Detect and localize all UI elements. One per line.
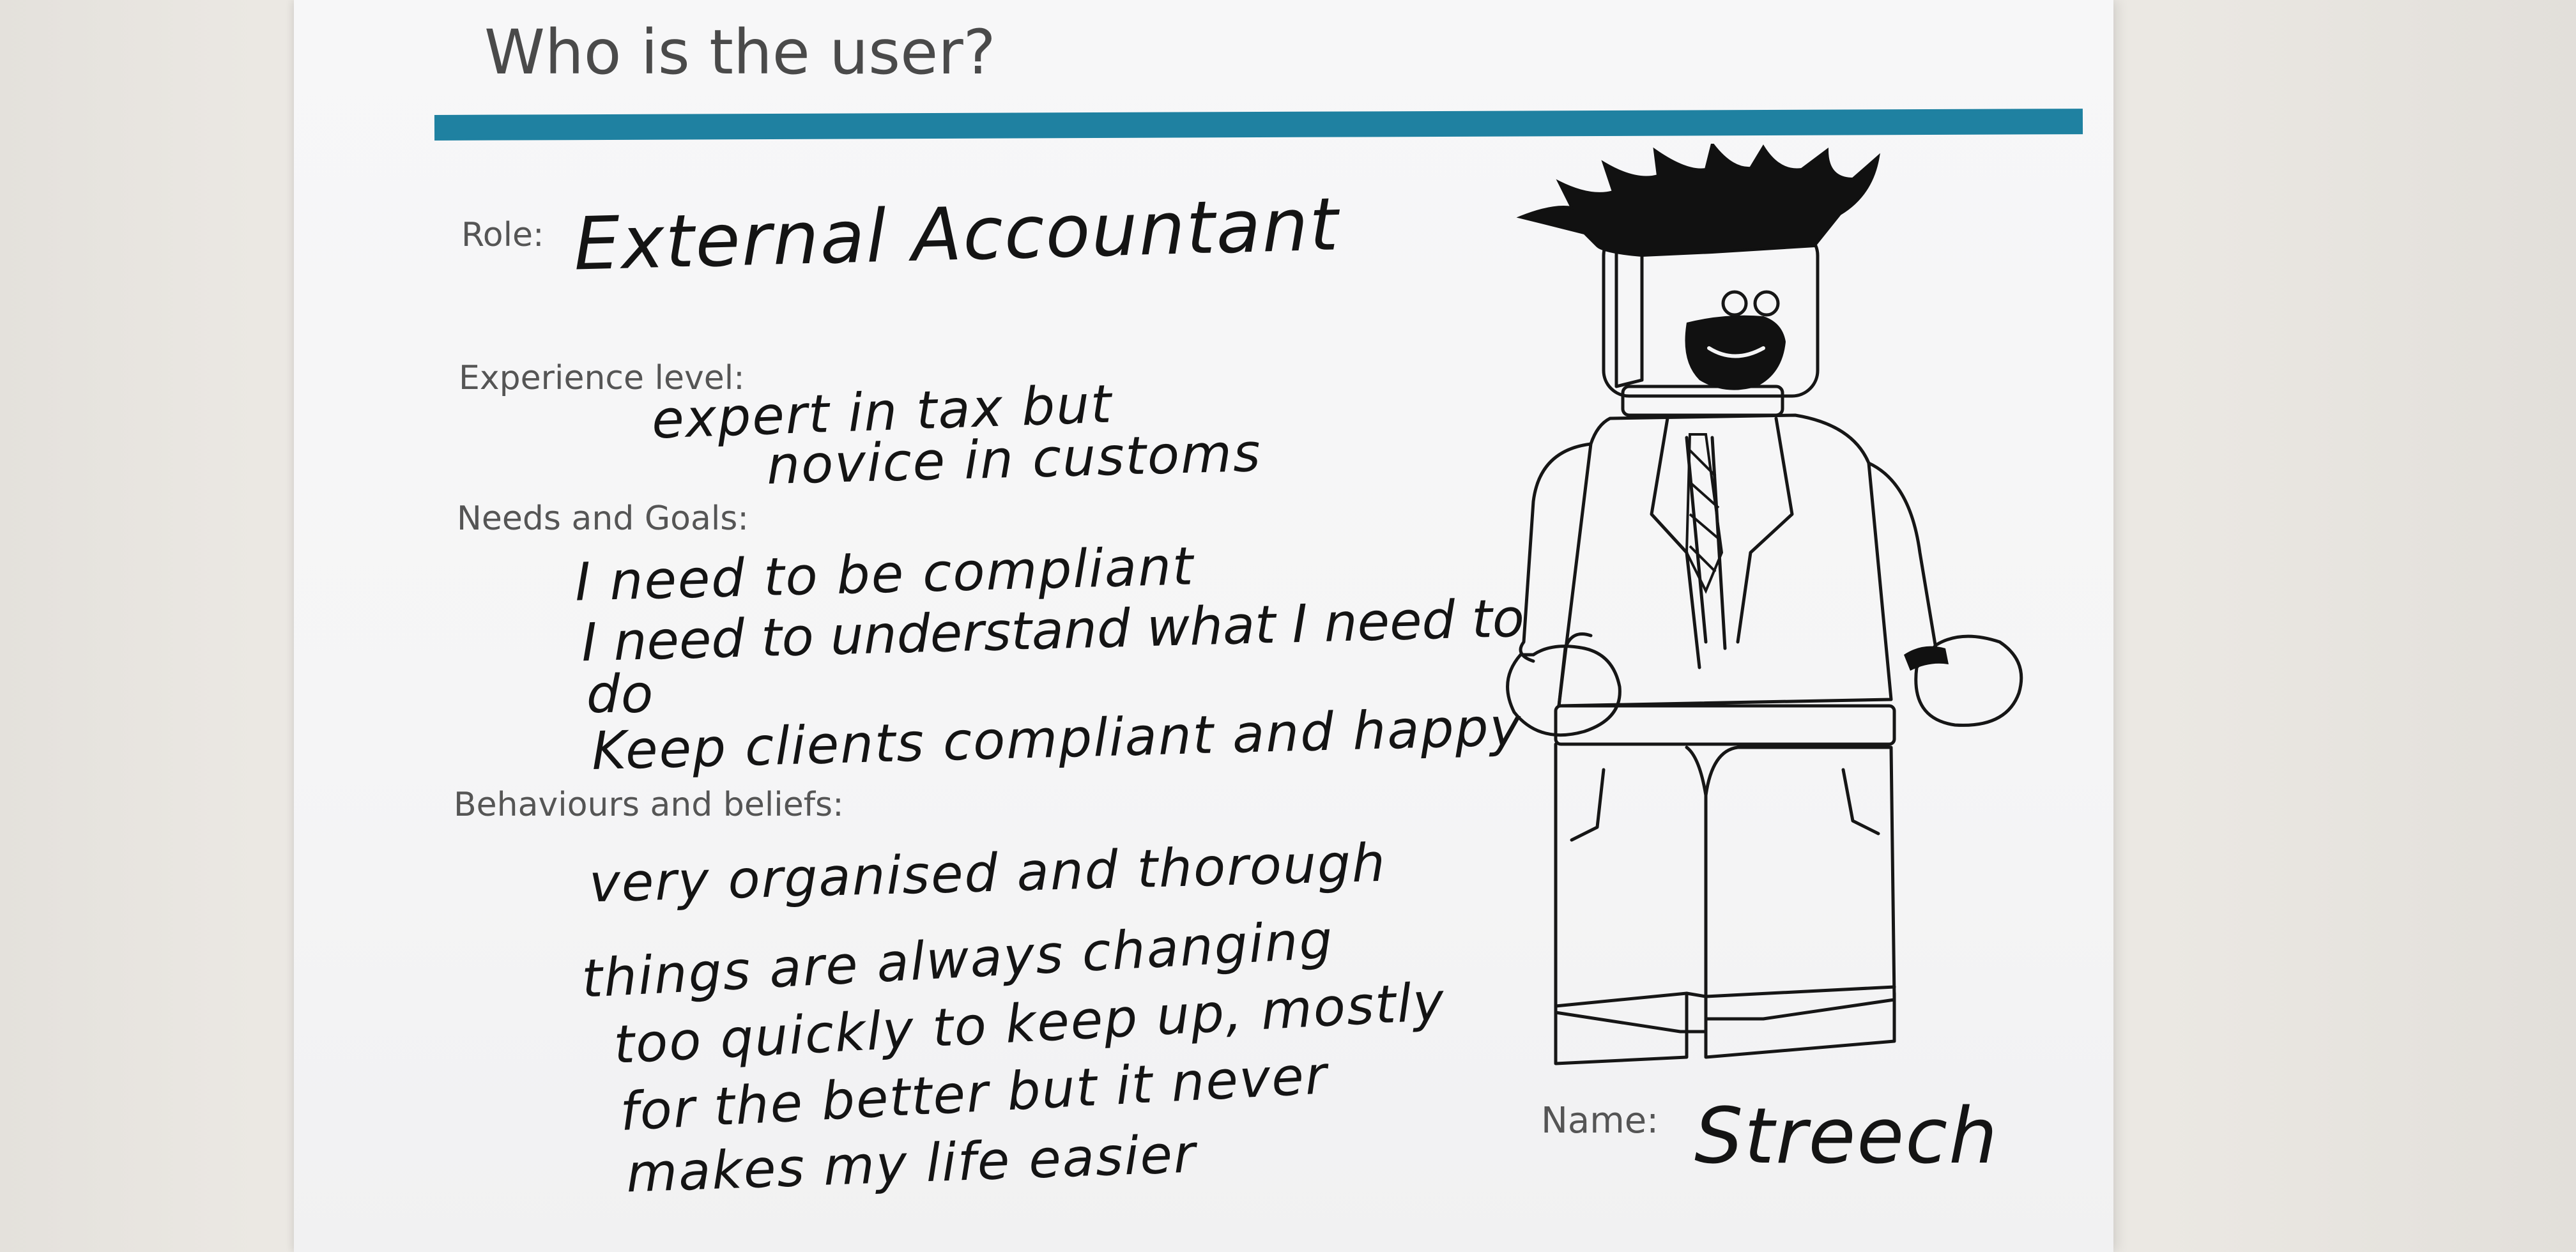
minifigure-drawing xyxy=(1506,144,2023,1065)
minifigure-arm-right xyxy=(1867,461,1938,650)
name-label: Name: xyxy=(1541,1100,1659,1141)
minifigure-eye-left xyxy=(1721,290,1748,317)
minifigure-hips xyxy=(1554,704,1896,746)
minifigure-beard xyxy=(1685,315,1786,390)
needs-line-3: do xyxy=(586,664,655,725)
role-value: External Accountant xyxy=(572,181,1340,287)
minifigure-foot-right xyxy=(1704,991,1896,1059)
minifigure-lapel-right xyxy=(1736,416,1794,644)
minifigure-eye-right xyxy=(1753,290,1780,317)
minifigure-smile xyxy=(1707,346,1765,358)
experience-label: Experience level: xyxy=(459,359,745,397)
title-divider xyxy=(434,109,2083,141)
minifigure-wristband xyxy=(1904,646,1949,671)
minifigure-neck xyxy=(1621,385,1784,417)
minifigure-leg-left xyxy=(1554,742,1708,1034)
minifigure-tie xyxy=(1685,433,1724,594)
page-title: Who is the user? xyxy=(484,17,996,88)
minifigure-head-shine xyxy=(1614,250,1644,388)
needs-line-4: Keep clients compliant and happy xyxy=(591,696,1523,782)
needs-label: Needs and Goals: xyxy=(457,500,749,538)
behaviours-line-1: very organised and thorough xyxy=(588,832,1388,915)
minifigure-torso xyxy=(1557,413,1893,708)
minifigure-leg-right xyxy=(1704,745,1896,1021)
minifigure-hair xyxy=(1516,144,1880,257)
role-label: Role: xyxy=(461,216,544,254)
minifigure-foot-left xyxy=(1554,991,1689,1065)
minifigure-hand-right xyxy=(1914,634,2023,727)
persona-sheet: Who is the user? Role: External Accounta… xyxy=(294,0,2113,1252)
minifigure-hand-left xyxy=(1506,645,1621,737)
minifigure-lapel-left xyxy=(1650,416,1701,669)
behaviours-label: Behaviours and beliefs: xyxy=(454,786,844,824)
minifigure-arm-left xyxy=(1519,442,1593,663)
experience-line-2: novice in customs xyxy=(765,422,1262,497)
name-value: Streech xyxy=(1694,1092,1999,1181)
